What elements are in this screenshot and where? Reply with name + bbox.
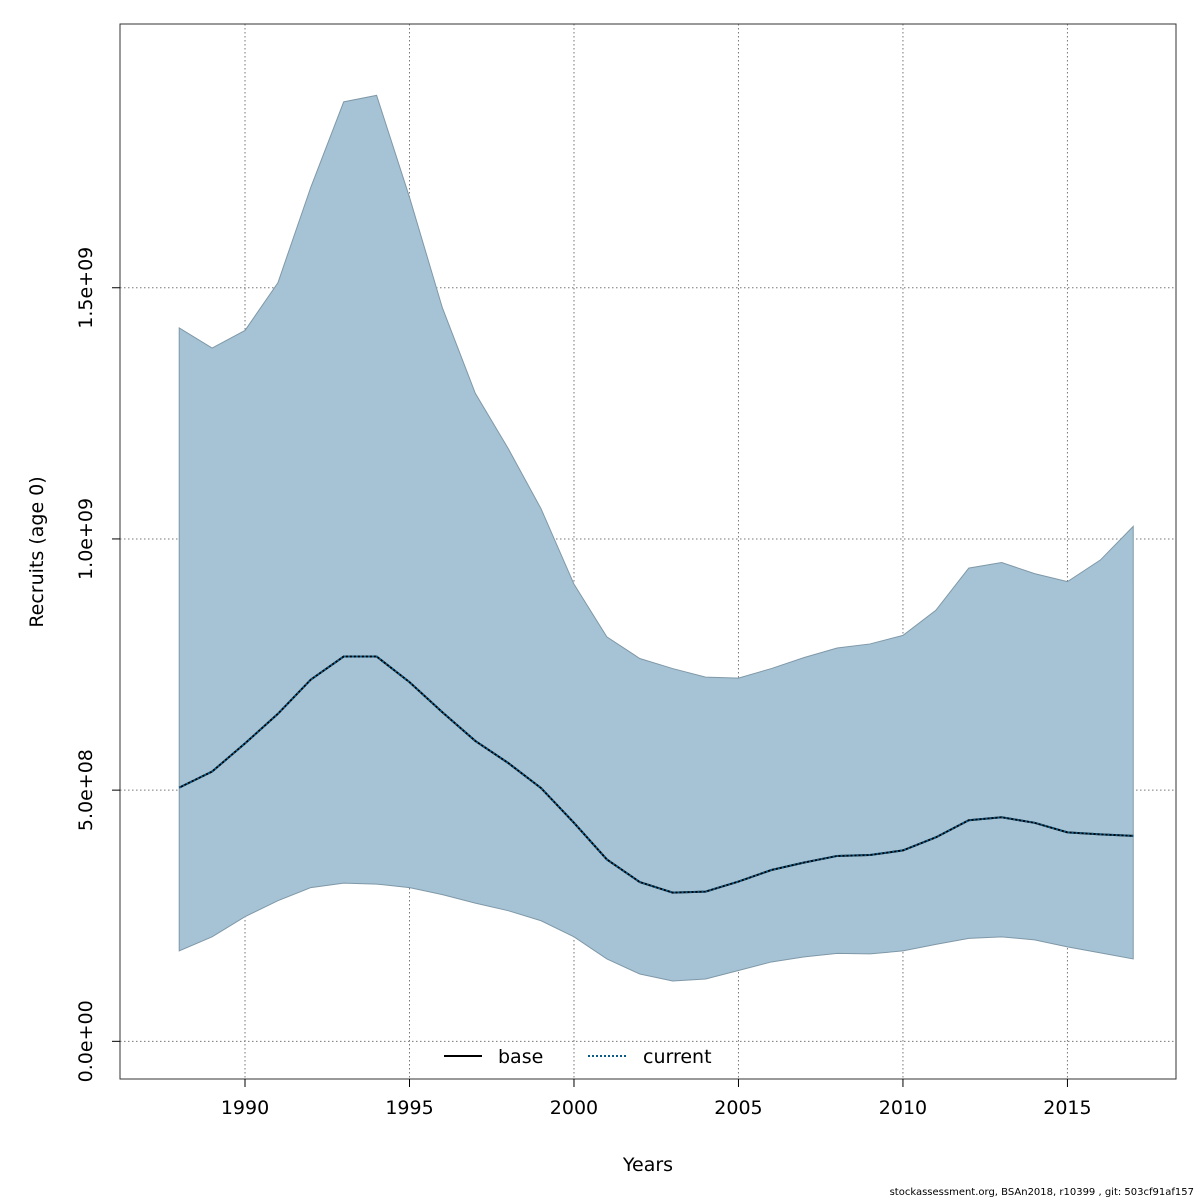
y-axis: 0.0e+00 5.0e+08 1.0e+09 1.5e+09 xyxy=(75,247,120,1082)
x-axis-title: Years xyxy=(622,1154,673,1176)
confidence-band xyxy=(178,94,1134,982)
y-axis-title: Recruits (age 0) xyxy=(26,476,48,627)
x-axis: 1990 1995 2000 2005 2010 2015 xyxy=(221,1079,1092,1119)
footer-note: stockassessment.org, BSAn2018, r10399 , … xyxy=(889,1187,1194,1198)
x-tick-label: 1995 xyxy=(385,1097,433,1119)
legend: base current xyxy=(444,1046,712,1068)
plot-frame xyxy=(119,23,1177,1080)
x-tick-label: 1990 xyxy=(221,1097,269,1119)
y-tick-label: 5.0e+08 xyxy=(75,749,97,831)
legend-label-base: base xyxy=(498,1046,543,1068)
x-tick-label: 2015 xyxy=(1043,1097,1091,1119)
y-tick-label: 1.5e+09 xyxy=(75,247,97,329)
x-tick-label: 2010 xyxy=(879,1097,927,1119)
x-tick-label: 2005 xyxy=(714,1097,762,1119)
x-tick-label: 2000 xyxy=(550,1097,598,1119)
series-lines xyxy=(178,655,1134,894)
y-tick-label: 1.0e+09 xyxy=(75,498,97,580)
y-tick-label: 0.0e+00 xyxy=(75,1000,97,1082)
confidence-band-area xyxy=(178,94,1134,982)
series-line-current xyxy=(178,655,1134,894)
legend-label-current: current xyxy=(643,1046,712,1068)
